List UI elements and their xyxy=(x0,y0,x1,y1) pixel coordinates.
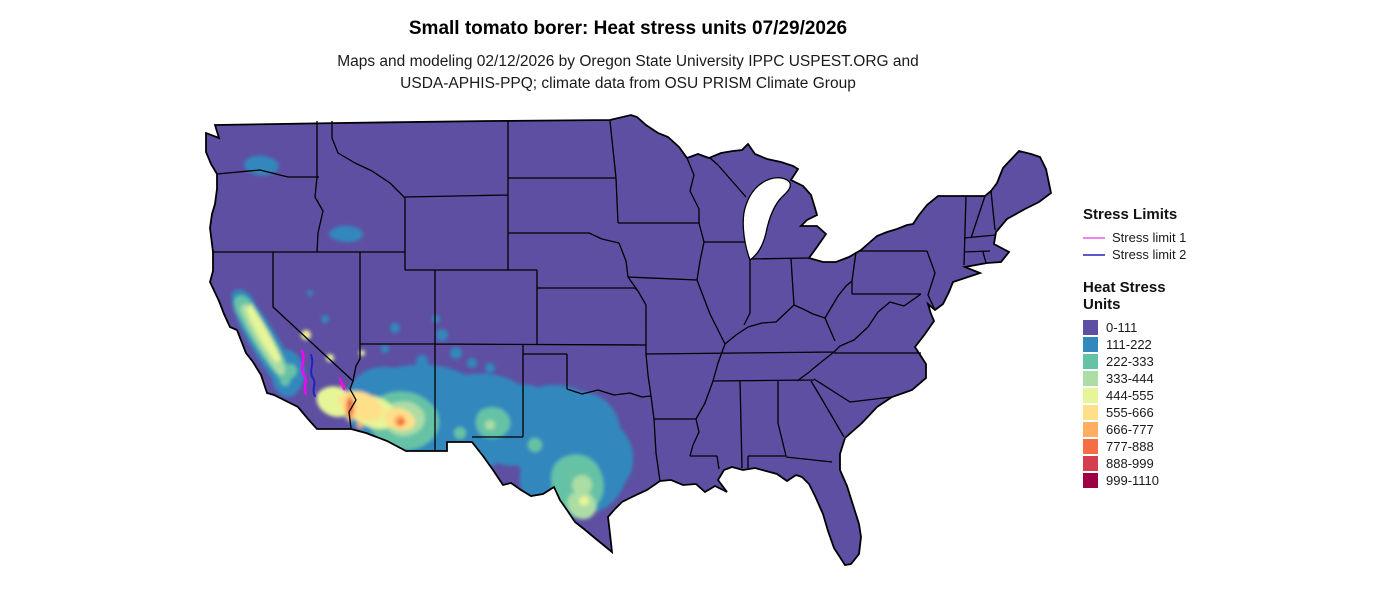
heat-class-swatch xyxy=(1083,371,1098,386)
stress-limit-2-label: Stress limit 2 xyxy=(1112,247,1187,262)
subtitle-line-2: USDA-APHIS-PPQ; climate data from OSU PR… xyxy=(400,75,856,92)
stress-limits-heading: Stress Limits xyxy=(1083,206,1178,223)
heat-class-row: 0-111 xyxy=(1083,319,1253,336)
subtitle-line-1: Maps and modeling 02/12/2026 by Oregon S… xyxy=(337,53,919,70)
heat-class-swatch xyxy=(1083,337,1098,352)
heat-class-swatch xyxy=(1083,320,1098,335)
heat-class-swatch xyxy=(1083,405,1098,420)
heat-class-label: 888-999 xyxy=(1106,456,1154,471)
heat-layer-999-1110 xyxy=(348,399,352,403)
heat-class-label: 333-444 xyxy=(1106,371,1154,386)
heat-class-swatch xyxy=(1083,422,1098,437)
us-heat-map-svg xyxy=(205,114,1052,566)
heat-class-label: 777-888 xyxy=(1106,439,1154,454)
heat-class-label: 555-666 xyxy=(1106,405,1154,420)
stress-limit-2-entry: Stress limit 2 xyxy=(1083,246,1253,263)
heat-class-row: 888-999 xyxy=(1083,455,1253,472)
heat-class-row: 333-444 xyxy=(1083,370,1253,387)
heat-class-label: 222-333 xyxy=(1106,354,1154,369)
map-header: Small tomato borer: Heat stress units 07… xyxy=(0,18,1256,95)
heat-class-label: 444-555 xyxy=(1106,388,1154,403)
heat-class-swatch xyxy=(1083,354,1098,369)
heat-class-swatch xyxy=(1083,473,1098,488)
us-heat-map xyxy=(190,113,1070,591)
stress-limit-1-entry: Stress limit 1 xyxy=(1083,229,1253,246)
heat-class-row: 777-888 xyxy=(1083,438,1253,455)
heat-class-label: 666-777 xyxy=(1106,422,1154,437)
page-title: Small tomato borer: Heat stress units 07… xyxy=(408,18,848,39)
heat-class-row: 555-666 xyxy=(1083,404,1253,421)
stress-limit-1-label: Stress limit 1 xyxy=(1112,230,1187,245)
map-fill-layer xyxy=(206,115,1051,565)
stress-limit-2-swatch xyxy=(1083,253,1105,256)
stress-limit-1-swatch xyxy=(1083,236,1105,239)
heat-class-row: 444-555 xyxy=(1083,387,1253,404)
heat-class-row: 999-1110 xyxy=(1083,472,1253,489)
heat-layer-0-111-base xyxy=(206,115,1051,565)
lake-michigan xyxy=(742,177,792,262)
heat-units-heading-line1: Heat Stress xyxy=(1083,279,1166,296)
heat-units-heading-line2: Units xyxy=(1083,296,1121,313)
heat-class-label: 0-111 xyxy=(1106,320,1138,335)
heat-class-swatch xyxy=(1083,439,1098,454)
stress-limit-lines xyxy=(300,349,346,397)
map-legend: Stress Limits Stress limit 1 Stress limi… xyxy=(1083,206,1253,489)
page-subtitle: Maps and modeling 02/12/2026 by Oregon S… xyxy=(0,51,1256,95)
state-borders xyxy=(213,120,997,482)
heat-class-swatch xyxy=(1083,388,1098,403)
heat-class-label: 999-1110 xyxy=(1106,473,1160,488)
heat-class-label: 111-222 xyxy=(1106,337,1152,352)
heat-class-swatch xyxy=(1083,456,1098,471)
stress-limit-1-line xyxy=(300,349,346,396)
heat-class-row: 222-333 xyxy=(1083,353,1253,370)
heat-class-row: 111-222 xyxy=(1083,336,1253,353)
stress-limit-2-line xyxy=(310,354,316,397)
heat-class-row: 666-777 xyxy=(1083,421,1253,438)
